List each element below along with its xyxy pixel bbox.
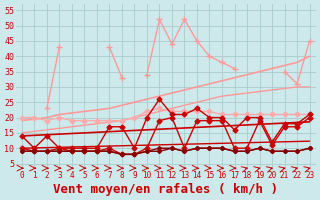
X-axis label: Vent moyen/en rafales ( km/h ): Vent moyen/en rafales ( km/h ) <box>53 183 278 196</box>
